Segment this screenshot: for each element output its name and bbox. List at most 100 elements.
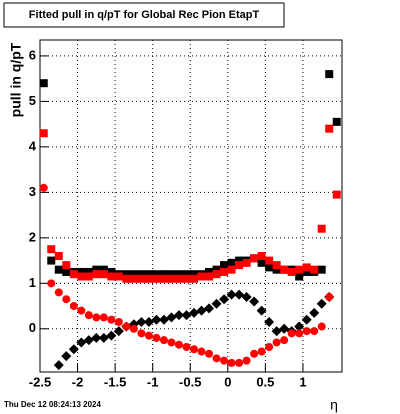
marker [99,270,108,279]
marker [114,317,123,326]
marker [242,356,251,365]
marker [68,344,79,355]
chart-title: Fitted pull in q/pT for Global Rec Pion … [29,9,260,21]
marker [122,322,131,331]
marker [302,267,311,276]
marker [310,327,319,336]
marker [249,296,260,307]
marker [272,265,281,274]
marker [265,342,274,351]
marker [257,347,266,356]
marker [272,338,281,347]
marker [167,338,176,347]
y-axis-label: pull in q/pT [8,42,24,117]
marker [152,270,161,279]
marker [69,270,78,279]
date-stamp: Thu Dec 12 08:24:13 2024 [4,400,101,409]
marker [220,356,229,365]
marker [167,270,176,279]
marker [166,312,177,323]
marker [235,358,244,367]
marker [47,279,56,288]
marker [92,313,101,322]
marker [295,265,304,274]
marker [220,261,229,270]
marker [91,332,102,343]
marker [54,265,63,274]
marker [99,313,108,322]
marker [122,274,131,283]
marker [196,305,207,316]
marker [332,190,341,199]
marker [332,117,341,126]
marker [106,330,117,341]
marker [181,310,192,321]
marker [295,272,304,281]
plot-frame [39,39,343,373]
marker [212,270,221,279]
marker [92,265,101,274]
marker [235,256,244,265]
marker [190,345,199,354]
marker [62,267,71,276]
marker [226,289,237,300]
marker [159,274,168,283]
marker [190,274,199,283]
marker [76,337,87,348]
marker [211,298,222,309]
marker [144,331,153,340]
marker [271,326,282,337]
marker [302,263,311,272]
marker [205,349,214,358]
y-tick-label: 3 [29,184,36,199]
marker [53,360,64,371]
marker [84,311,93,320]
marker [129,270,138,279]
marker [287,329,296,338]
marker [294,321,305,332]
marker [77,267,86,276]
marker [205,272,214,281]
marker [54,252,63,261]
marker [219,294,230,305]
marker [265,256,274,265]
marker [129,324,138,333]
marker [197,272,206,281]
marker [272,261,281,270]
marker [137,274,146,283]
marker [84,272,93,281]
marker [257,258,266,267]
marker [137,270,146,279]
marker [122,270,131,279]
marker [39,79,48,88]
marker [316,298,327,309]
marker [173,310,184,321]
marker [189,307,200,318]
x-tick-label: 0 [224,374,231,389]
marker [61,351,72,362]
marker [317,265,326,274]
marker [212,354,221,363]
marker [54,288,63,297]
marker [83,335,94,346]
marker [174,340,183,349]
marker [182,342,191,351]
y-tick-label: 1 [29,275,36,290]
x-tick-label: -1.5 [104,374,126,389]
marker [92,270,101,279]
marker [47,245,56,254]
x-axis-label: η [330,397,338,413]
y-tick-label: 4 [29,138,37,153]
title-box [3,2,285,28]
marker [325,292,334,301]
marker [205,267,214,276]
marker [310,265,319,274]
marker [114,272,123,281]
marker [159,270,168,279]
y-tick-label: 0 [29,320,36,335]
x-tick-label: -2 [72,374,84,389]
y-tick-label: 2 [29,229,36,244]
marker [295,329,304,338]
marker [190,270,199,279]
x-tick-label: -0.5 [179,374,201,389]
